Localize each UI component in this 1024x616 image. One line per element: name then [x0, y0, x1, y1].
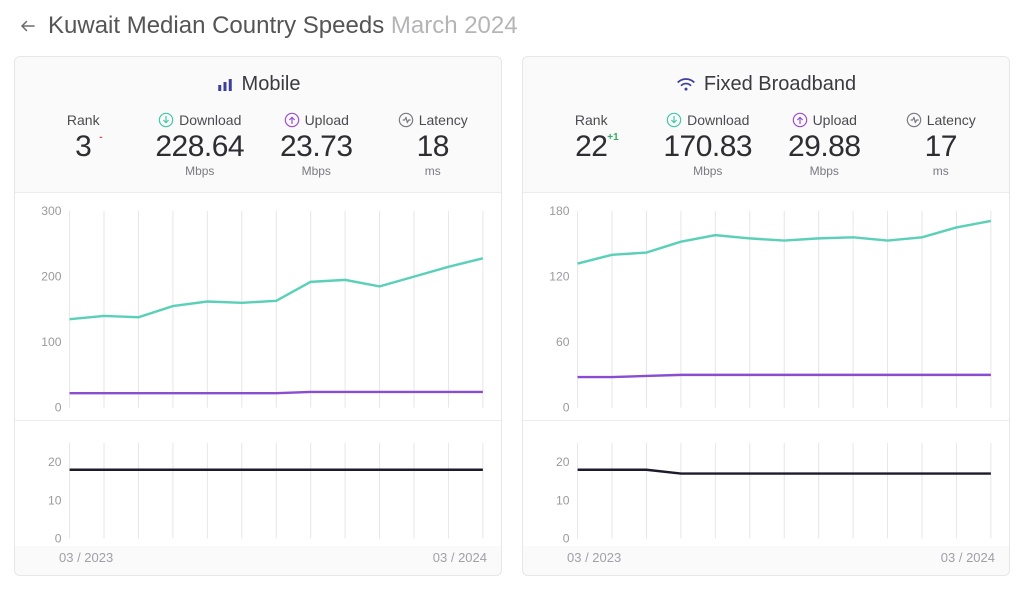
panel-title-text: Fixed Broadband [704, 73, 856, 96]
wifi-icon [676, 76, 696, 94]
metric-value: 23.73 [258, 130, 375, 163]
metric-label: Upload [305, 112, 349, 128]
panel-title-text: Mobile [242, 73, 301, 96]
metric-value: 170.83 [650, 130, 767, 163]
panel-title-mobile: Mobile [15, 57, 501, 106]
svg-text:180: 180 [549, 204, 570, 218]
metric-unit: Mbps [650, 164, 767, 178]
metric-delta: - [99, 132, 102, 143]
title-prefix: Kuwait Median Country Speeds [48, 12, 384, 39]
metric-label: Download [179, 112, 241, 128]
x-end-label: 03 / 2024 [941, 550, 995, 565]
metrics-row: Rank +1 22 Download 170.83 Mbps Upload 2… [523, 106, 1009, 192]
metric-rank: Rank +1 22 [533, 112, 650, 178]
bars-icon [216, 76, 234, 94]
svg-text:10: 10 [48, 493, 62, 507]
metric-unit: Mbps [766, 164, 883, 178]
metric-value: 228.64 [142, 130, 259, 163]
latency-icon [398, 112, 414, 128]
metric-unit: Mbps [142, 164, 259, 178]
metric-upload: Upload 29.88 Mbps [766, 112, 883, 178]
metric-value: 3 [25, 130, 142, 163]
svg-text:0: 0 [55, 401, 62, 415]
metric-download: Download 228.64 Mbps [142, 112, 259, 178]
download-icon [158, 112, 174, 128]
metric-label: Download [687, 112, 749, 128]
metric-latency: Latency 18 ms [375, 112, 492, 178]
metric-label: Latency [419, 112, 468, 128]
svg-text:20: 20 [48, 455, 62, 469]
metric-label: Rank [67, 112, 100, 128]
latency-chart-fixed: 0 10 20 [523, 420, 1009, 546]
metric-value: 18 [375, 130, 492, 163]
svg-text:20: 20 [556, 455, 570, 469]
metric-unit: Mbps [258, 164, 375, 178]
x-axis-dates: 03 / 2023 03 / 2024 [15, 546, 501, 575]
speed-chart-fixed: 0 60 120 180 [523, 192, 1009, 420]
metric-latency: Latency 17 ms [883, 112, 1000, 178]
x-axis-dates: 03 / 2023 03 / 2024 [523, 546, 1009, 575]
metric-label: Rank [575, 112, 608, 128]
metric-value: 29.88 [766, 130, 883, 163]
metric-label: Latency [927, 112, 976, 128]
svg-text:0: 0 [55, 531, 62, 545]
panels-container: Mobile Rank - 3 Download 228.64 Mbps Upl… [14, 56, 1010, 576]
metric-value: 22 [533, 130, 650, 163]
metric-unit: ms [375, 164, 492, 178]
metric-upload: Upload 23.73 Mbps [258, 112, 375, 178]
svg-text:0: 0 [563, 401, 570, 415]
back-arrow-icon[interactable] [18, 16, 38, 36]
panel-mobile: Mobile Rank - 3 Download 228.64 Mbps Upl… [14, 56, 502, 576]
panel-fixed: Fixed Broadband Rank +1 22 Download 170.… [522, 56, 1010, 576]
speed-chart-mobile: 0 100 200 300 [15, 192, 501, 420]
svg-text:0: 0 [563, 531, 570, 545]
title-date: March 2024 [391, 12, 518, 39]
metric-delta: +1 [607, 132, 618, 143]
panel-title-fixed: Fixed Broadband [523, 57, 1009, 106]
page-header: Kuwait Median Country Speeds March 2024 [14, 12, 1010, 40]
latency-chart-mobile: 0 10 20 [15, 420, 501, 546]
svg-text:200: 200 [41, 270, 62, 284]
metric-value: 17 [883, 130, 1000, 163]
svg-text:10: 10 [556, 493, 570, 507]
svg-text:60: 60 [556, 335, 570, 349]
latency-icon [906, 112, 922, 128]
upload-icon [284, 112, 300, 128]
metric-unit: ms [883, 164, 1000, 178]
x-start-label: 03 / 2023 [59, 550, 113, 565]
page-title: Kuwait Median Country Speeds March 2024 [48, 12, 518, 40]
metrics-row: Rank - 3 Download 228.64 Mbps Upload 23.… [15, 106, 501, 192]
svg-text:100: 100 [41, 335, 62, 349]
svg-text:120: 120 [549, 270, 570, 284]
download-icon [666, 112, 682, 128]
x-end-label: 03 / 2024 [433, 550, 487, 565]
x-start-label: 03 / 2023 [567, 550, 621, 565]
svg-text:300: 300 [41, 204, 62, 218]
metric-download: Download 170.83 Mbps [650, 112, 767, 178]
upload-icon [792, 112, 808, 128]
metric-rank: Rank - 3 [25, 112, 142, 178]
metric-label: Upload [813, 112, 857, 128]
